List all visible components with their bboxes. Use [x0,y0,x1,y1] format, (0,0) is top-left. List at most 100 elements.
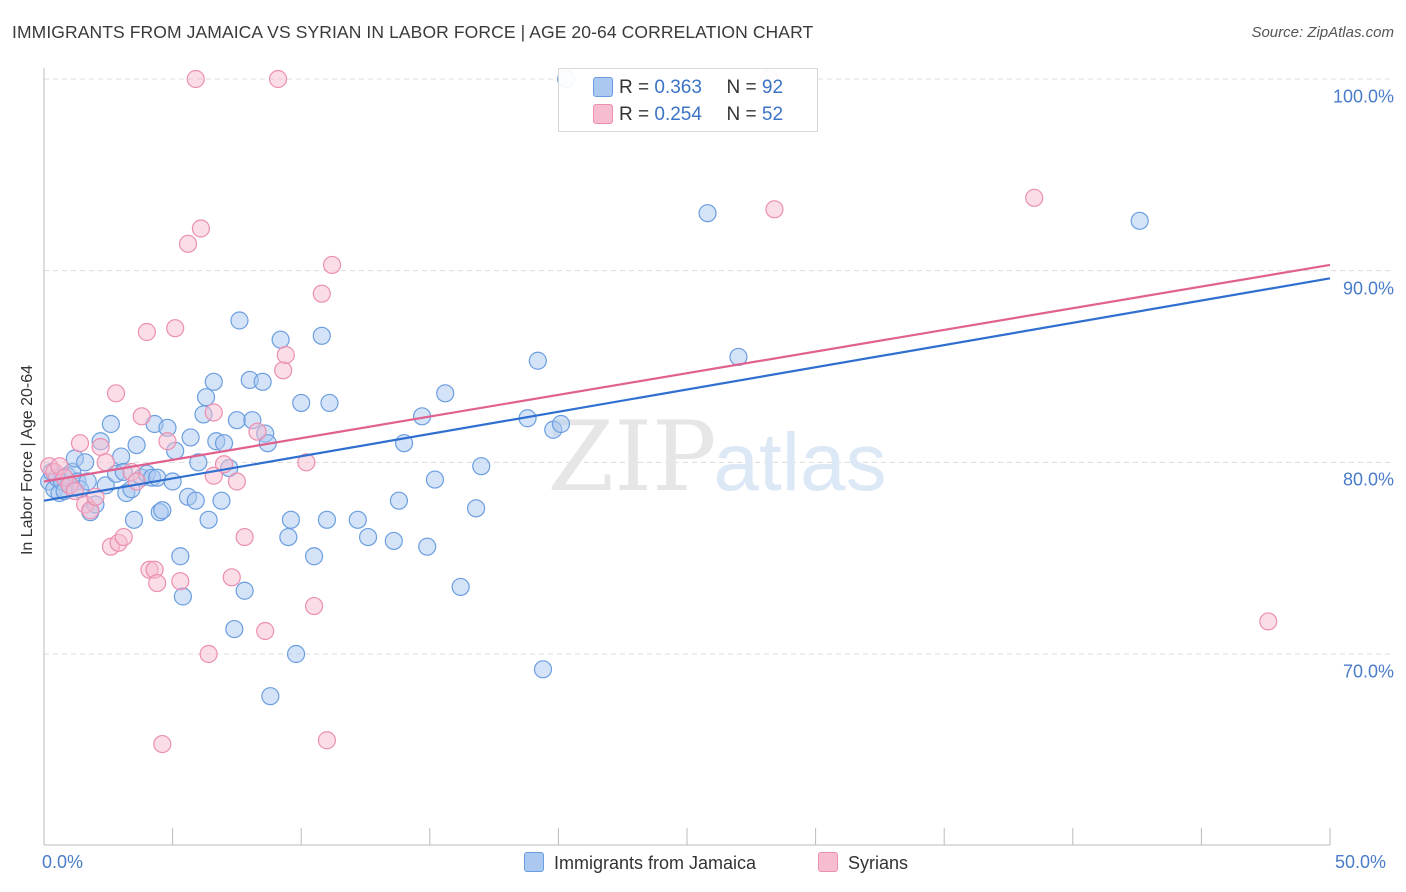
syrians-point [222,568,241,587]
syrians-point [91,437,110,457]
stats-legend: R = 0.363 N = 92 R = 0.254 N = 52 [558,68,818,132]
syrians-trend-line [43,263,1331,483]
y-tick-label: 80.0% [1342,469,1394,490]
syrians-point [171,572,190,591]
jamaica-point [528,351,547,370]
x-tick-min: 0.0% [42,852,84,872]
jamaica-point [551,414,571,434]
syrians-point [235,527,254,547]
jamaica-point [101,414,120,434]
syrians-point [191,219,210,238]
syrians-legend-swatch [818,852,838,872]
syrians-point [274,361,293,380]
gridlines [44,78,1392,655]
jamaica-point [261,687,280,706]
jamaica-point [153,501,172,520]
jamaica-point [196,388,216,407]
jamaica-point [204,372,223,391]
jamaica-point [279,527,298,547]
jamaica-point [76,453,95,472]
jamaica-point [163,472,182,491]
jamaica-point [78,472,97,491]
jamaica-point [451,577,470,597]
legend-item-jamaica[interactable]: Immigrants from Jamaica [524,852,756,874]
jamaica-point [286,644,306,664]
syrians-point [166,319,185,338]
stats-row-jamaica: R = 0.363 N = 92 [593,77,783,99]
syrians-point [268,69,288,89]
syrians-point [153,734,172,754]
jamaica-point [317,510,337,529]
jamaica-point [436,384,455,403]
syrians-point [297,453,316,472]
syrians-point [312,284,331,303]
jamaica-point [173,587,192,606]
syrians-point [199,644,218,664]
jamaica-point [127,435,146,455]
syrians-point [158,432,177,451]
jamaica-point [466,499,486,518]
watermark-zip: ZIP [547,401,716,513]
x-tick-max: 50.0% [1335,852,1387,872]
jamaica-point [271,330,290,349]
syrians-point [96,453,115,472]
syrians-point [106,384,126,403]
jamaica-point [312,326,331,345]
syrians-point [148,573,167,593]
legend-item-syrians[interactable]: Syrians [818,852,908,874]
syrians-point [317,731,337,750]
jamaica-point [425,470,445,489]
n-label: N = [726,77,757,98]
legend-label-jamaica: Immigrants from Jamaica [554,853,757,873]
jamaica-point [418,537,437,556]
jamaica-swatch [593,77,613,97]
jamaica-point [186,491,205,510]
syrians-point [1259,612,1278,631]
syrians-point [127,472,146,491]
syrians-point [137,322,156,342]
syrians-point [204,403,223,422]
watermark: ZIP atlas [547,401,886,513]
jamaica-point [384,531,403,551]
n-label: N = [726,104,757,125]
jamaica-point [181,428,200,447]
jamaica-point [253,372,272,391]
syrians-point [227,472,246,491]
watermark-atlas: atlas [713,417,886,508]
jamaica-point [124,510,144,529]
jamaica-point [227,411,246,430]
jamaica-point [1130,211,1149,230]
jamaica-point [212,491,231,510]
jamaica-legend-swatch [524,852,544,872]
syrians-point [304,596,324,616]
syrians-point [114,527,133,547]
syrians-point [765,200,784,219]
jamaica-point [292,393,311,413]
jamaica-point [199,510,218,529]
r-value: 0.363 [654,77,702,98]
r-label: R = [619,77,650,98]
chart-title: IMMIGRANTS FROM JAMAICA VS SYRIAN IN LAB… [12,22,814,42]
syrians-point [276,345,295,365]
syrians-point [1025,188,1044,207]
jamaica-point [189,453,208,472]
y-tick-label: 70.0% [1342,661,1394,682]
jamaica-point [230,311,249,330]
n-value: 52 [761,104,784,125]
syrians-point [132,407,151,426]
jamaica-point [472,457,491,476]
syrians-point [178,234,198,253]
legend-label-syrians: Syrians [848,853,909,873]
syrians-swatch [593,104,613,124]
jamaica-point [225,619,244,639]
syrians-point [256,621,275,641]
jamaica-point [533,660,553,679]
jamaica-point [698,204,717,223]
jamaica-point [389,491,409,510]
jamaica-point [281,510,301,529]
trend-lines [43,263,1331,502]
axes [43,68,1331,846]
syrians-point [248,422,267,441]
y-tick-label: 100.0% [1332,86,1394,107]
